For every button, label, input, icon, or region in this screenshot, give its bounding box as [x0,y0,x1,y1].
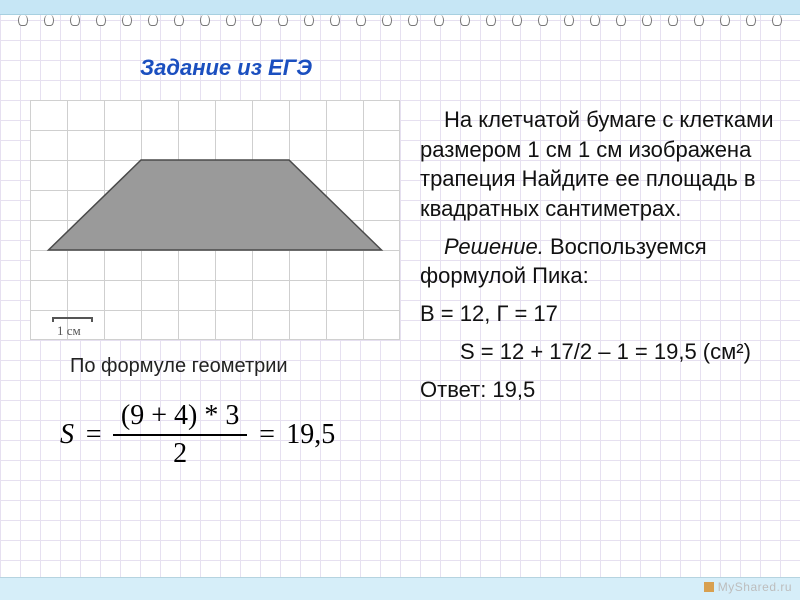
answer-line: Ответ: 19,5 [420,375,780,405]
trapezoid-svg [30,100,400,340]
watermark-icon [704,582,714,592]
formula-lhs: S [60,419,74,451]
watermark-text: MyShared.ru [718,580,792,594]
area-formula: S = (9 + 4) * 3 2 = 19,5 [60,400,380,510]
problem-statement: На клетчатой бумаге с клетками размером … [420,105,780,224]
fraction-den: 2 [165,438,195,470]
trapezoid-shape [49,160,382,250]
pick-bg-line: В = 12, Г = 17 [420,299,780,329]
scale-bar [52,317,93,322]
problem-text: На клетчатой бумаге с клетками размером … [420,105,780,412]
formula-rhs: 19,5 [286,419,335,451]
fraction-num: (9 + 4) * 3 [113,400,247,432]
fraction: (9 + 4) * 3 2 [113,400,247,470]
solution-line: Решение. Воспользуемся формулой Пика: [420,232,780,291]
trapezoid-grid: 1 см [30,100,400,340]
watermark: MyShared.ru [704,580,792,594]
spiral-binding [0,13,800,27]
fraction-bar [113,434,247,436]
pick-s-line: S = 12 + 17/2 – 1 = 19,5 (см²) [420,337,780,367]
page-title: Задание из ЕГЭ [140,55,312,81]
geometry-caption: По формуле геометрии [70,355,288,378]
solution-label: Решение. [444,234,544,259]
equals-1: = [84,419,103,451]
scale-label: 1 см [57,323,81,339]
page: Задание из ЕГЭ 1 см По формуле геометрии… [0,0,800,600]
equals-2: = [257,419,276,451]
footer-bar [0,577,800,600]
